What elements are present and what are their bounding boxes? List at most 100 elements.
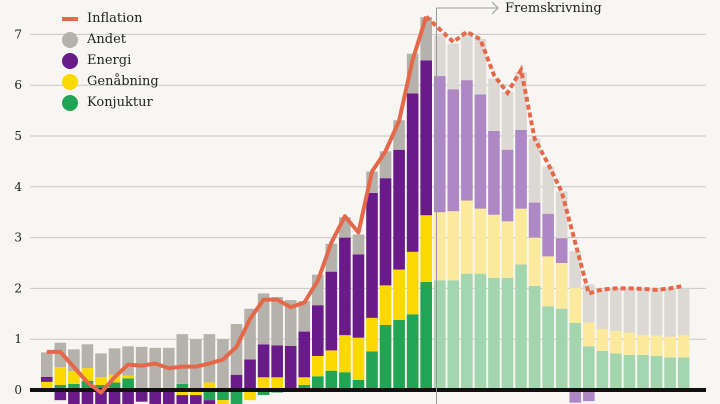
bar-segment-andet (217, 339, 229, 390)
bar-segment-konjuktur (122, 378, 134, 390)
bar-segment-andet (54, 342, 67, 368)
bar-segment-energi (352, 254, 365, 338)
bar-segment-andet (312, 274, 324, 306)
bar-segment-energi (312, 305, 324, 356)
bar-segment-konjuktur (298, 384, 311, 390)
bar-segment-energi (406, 93, 419, 252)
forecast-arrow-head-icon (491, 1, 499, 15)
bar-segment-energi (122, 390, 134, 404)
bar-segment-genabning (190, 390, 202, 396)
bar-segment-konjuktur (461, 273, 473, 390)
bar-segment-konjuktur (312, 376, 324, 390)
bar-segment-energi (515, 129, 527, 209)
y-tick-label: 5 (14, 129, 22, 143)
bar-segment-energi (339, 237, 351, 336)
legend-item-inflation: Inflation (62, 8, 159, 29)
bar-segment-andet (122, 346, 134, 376)
bar-segment-genabning (637, 335, 649, 355)
bar-segment-andet (637, 288, 649, 336)
bar-segment-konjuktur (54, 384, 67, 390)
legend-item-energi: Energi (62, 50, 159, 71)
bar-segment-genabning (623, 332, 636, 355)
y-tick-label: 7 (14, 27, 22, 41)
legend-label: Inflation (87, 11, 143, 26)
bar-segment-andet (623, 287, 636, 333)
bar-segment-genabning (433, 212, 446, 281)
bar-segment-genabning (610, 331, 622, 354)
bar-segment-konjuktur (583, 346, 595, 390)
bar-segment-andet (447, 43, 460, 90)
bar-segment-andet (176, 334, 189, 384)
bar-segment-genabning (366, 317, 378, 352)
bar-segment-andet (271, 297, 283, 346)
bar-segment-konjuktur (474, 273, 487, 390)
bar-segment-konjuktur (68, 383, 80, 390)
bar-segment-genabning (325, 350, 338, 371)
bar-segment-energi (230, 374, 243, 390)
bar-segment-genabning (420, 215, 432, 282)
bar-segment-genabning (81, 368, 94, 381)
bar-segment-genabning (474, 208, 487, 274)
bar-segment-andet (420, 17, 432, 61)
bar-segment-konjuktur (650, 355, 663, 390)
bar-segment-andet (474, 38, 487, 95)
bar-segment-konjuktur (677, 357, 690, 390)
bar-segment-andet (515, 71, 527, 130)
bar-segment-energi (190, 395, 202, 404)
bar-segment-andet (596, 289, 609, 330)
legend-item-andet: Andet (62, 29, 159, 50)
bar-segment-andet (555, 191, 568, 239)
bar-segment-andet (366, 171, 378, 193)
bar-segment-energi (488, 130, 500, 215)
bar-segment-konjuktur (555, 308, 568, 390)
bar-segment-andet (393, 120, 405, 150)
bar-segment-andet (325, 243, 338, 272)
inflation-line-actual (46, 16, 429, 395)
bar-segment-andet (257, 293, 270, 345)
bar-segment-genabning (583, 322, 595, 347)
bar-segment-andet (406, 53, 419, 94)
bar-segment-genabning (176, 390, 189, 396)
bar-segment-konjuktur (488, 277, 500, 390)
bar-segment-energi (271, 345, 283, 378)
bar-segment-genabning (393, 269, 405, 320)
bar-segment-andet (501, 91, 514, 150)
bar-segment-genabning (569, 287, 582, 323)
bar-segment-energi (501, 149, 514, 222)
bar-segment-genabning (488, 214, 500, 278)
bar-segment-konjuktur (596, 350, 609, 390)
bar-segment-energi (162, 390, 175, 404)
bar-segment-andet (81, 344, 94, 369)
bar-segment-energi (542, 213, 554, 257)
bar-segment-genabning (596, 329, 609, 351)
bar-segment-konjuktur (637, 354, 649, 390)
bar-segment-andet (108, 348, 121, 375)
legend: Inflation Andet Energi Genåbning Konjukt… (62, 8, 159, 113)
bar-segment-konjuktur (325, 370, 338, 390)
bar-segment-genabning (461, 200, 473, 274)
legend-label: Andet (87, 32, 126, 47)
bar-segment-energi (41, 376, 53, 382)
bar-segment-konjuktur (203, 390, 216, 401)
bar-segment-energi (420, 60, 432, 216)
legend-label: Genåbning (87, 74, 159, 89)
bar-segment-konjuktur (230, 390, 243, 404)
bar-segment-andet (95, 353, 107, 378)
bar-segment-genabning (447, 211, 460, 281)
bar-segment-konjuktur (339, 372, 351, 390)
bar-segment-energi (54, 390, 67, 401)
bar-segment-genabning (122, 375, 134, 379)
bar-segment-genabning (664, 336, 676, 358)
bar-segment-energi (95, 390, 107, 404)
bar-segment-energi (284, 345, 297, 390)
y-tick-label: 3 (14, 231, 22, 245)
y-tick-label: 4 (14, 180, 22, 194)
bar-segment-energi (203, 400, 216, 404)
bar-segment-konjuktur (447, 280, 460, 390)
bar-segment-andet (610, 288, 622, 332)
bar-segment-konjuktur (623, 354, 636, 390)
bar-segment-konjuktur (664, 357, 676, 390)
forecast-marker (436, 1, 499, 404)
bar-segment-konjuktur (406, 314, 419, 390)
